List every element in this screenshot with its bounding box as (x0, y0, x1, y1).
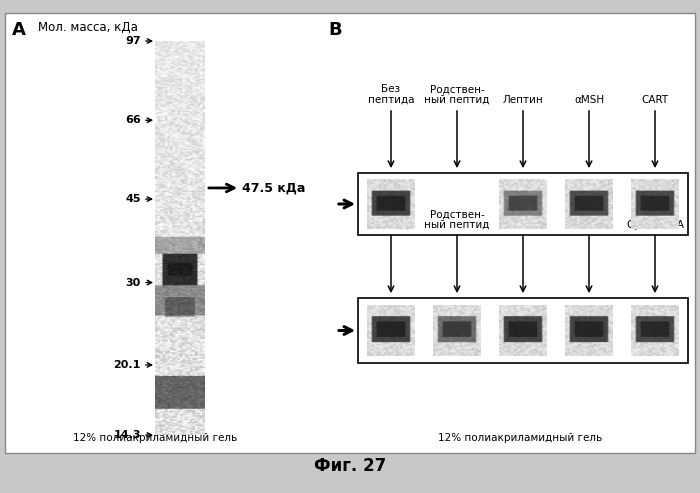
Text: Родствен-
ный пептид: Родствен- ный пептид (424, 84, 490, 105)
Bar (358, 298, 688, 363)
Text: Родствен-
ный пептид: Родствен- ный пептид (424, 209, 490, 230)
Bar (358, 173, 688, 235)
Text: CART: CART (641, 95, 668, 105)
Text: 47.5 кДа: 47.5 кДа (242, 181, 305, 194)
Text: 45: 45 (125, 194, 141, 204)
Text: 66: 66 (125, 115, 141, 125)
Text: 20.1: 20.1 (113, 360, 141, 370)
Text: Без
пептида: Без пептида (368, 209, 414, 230)
Text: NPY: NPY (511, 220, 535, 230)
Text: 97: 97 (125, 36, 141, 46)
Text: Без
пептида: Без пептида (368, 84, 414, 105)
Text: 12% полиакриламидный гель: 12% полиакриламидный гель (73, 433, 237, 443)
Text: В: В (328, 21, 342, 39)
Text: Лептин: Лептин (503, 95, 543, 105)
Text: MCH: MCH (575, 220, 603, 230)
Text: А: А (12, 21, 26, 39)
Bar (5, 13, 695, 453)
Text: Фиг. 27: Фиг. 27 (314, 457, 386, 475)
Text: αMSH: αMSH (574, 95, 604, 105)
Text: Орексин-А: Орексин-А (626, 220, 684, 230)
Text: 14.3: 14.3 (113, 430, 141, 440)
Text: 30: 30 (126, 278, 141, 287)
Text: Мол. масса, кДа: Мол. масса, кДа (38, 21, 138, 34)
Text: 12% полиакриламидный гель: 12% полиакриламидный гель (438, 433, 602, 443)
